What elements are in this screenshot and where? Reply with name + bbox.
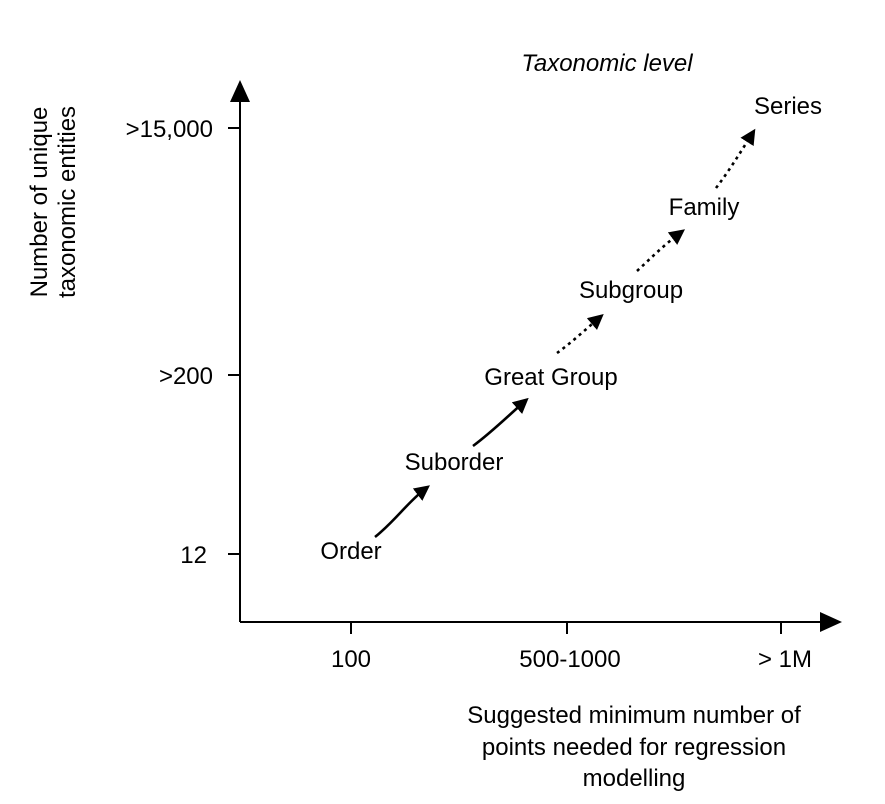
x-axis-arrowhead <box>820 612 842 632</box>
x-axis-label-line: Suggested minimum number of <box>467 702 801 729</box>
y-axis-label-line: Number of unique <box>26 107 53 298</box>
y-axis-label-line: taxonomic entities <box>54 106 81 298</box>
x-axis: 100 500-1000 > 1M Suggested minimum numb… <box>240 612 842 792</box>
level-label-great-group: Great Group <box>484 364 617 391</box>
y-tick-label: >15,000 <box>126 116 213 143</box>
x-tick-label: 100 <box>331 646 371 673</box>
arrow-subgroup-to-family <box>636 229 685 272</box>
arrow-family-to-series <box>714 128 756 189</box>
level-label-subgroup: Subgroup <box>579 277 683 304</box>
arrow-suborder-to-great-group <box>472 397 529 448</box>
level-transitions <box>374 128 756 539</box>
taxonomic-levels: Order Suborder Great Group Subgroup Fami… <box>320 93 822 565</box>
level-label-suborder: Suborder <box>405 449 504 476</box>
diagram-heading: Taxonomic level <box>521 50 693 77</box>
x-axis-label-line: modelling <box>583 765 686 792</box>
arrow-order-to-suborder <box>374 485 430 539</box>
level-label-order: Order <box>320 538 381 565</box>
x-tick-label: > 1M <box>758 646 812 673</box>
y-axis-arrowhead <box>230 80 250 102</box>
x-axis-label-line: points needed for regression <box>482 734 786 761</box>
y-axis: 12 >200 >15,000 Number of unique taxonom… <box>26 80 250 622</box>
x-tick-label: 500-1000 <box>519 646 620 673</box>
y-axis-label: Number of unique taxonomic entities <box>26 106 81 298</box>
level-label-series: Series <box>754 93 822 120</box>
y-tick-label: >200 <box>159 363 213 390</box>
level-label-family: Family <box>669 194 740 221</box>
y-tick-label: 12 <box>180 542 207 569</box>
arrow-great-group-to-subgroup <box>556 313 604 355</box>
